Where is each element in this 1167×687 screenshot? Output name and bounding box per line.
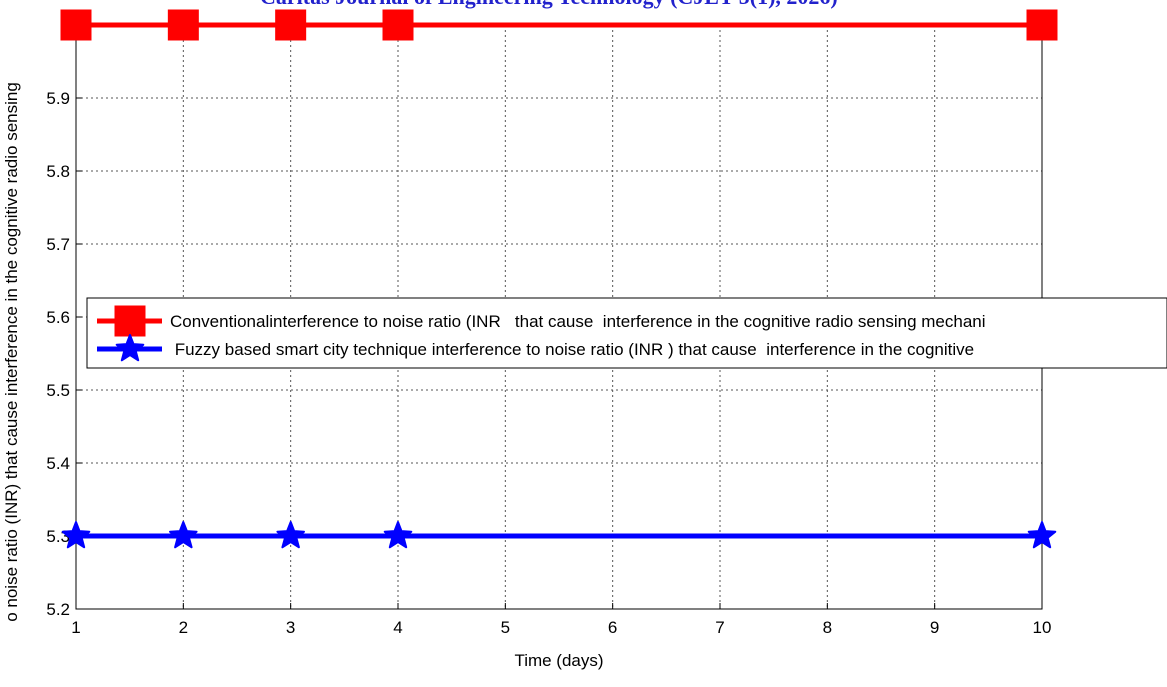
x-axis-label: Time (days) [514,651,603,670]
x-tick-label: 8 [823,618,832,637]
data-point [61,521,91,549]
y-tick-labels: 5.25.35.45.55.65.75.85.96 [46,16,82,619]
y-tick-label: 5.7 [46,235,70,254]
legend-marker [115,334,145,362]
y-tick-label: 5.6 [46,308,70,327]
series-1 [60,9,1058,41]
x-tick-label: 1 [71,618,80,637]
series-2 [61,521,1057,549]
y-tick-label: 5.5 [46,381,70,400]
x-tick-label: 2 [179,618,188,637]
legend-label: Conventionalinterference to noise ratio … [170,312,986,331]
data-point [169,521,198,549]
data-point [1026,9,1058,41]
y-tick-label: 5.2 [46,600,70,619]
journal-header-text: Caritas Journal of Engineering Technolog… [260,0,838,10]
x-tick-label: 4 [393,618,402,637]
data-point [276,521,305,549]
data-point [383,521,413,549]
legend-box [86,297,1167,369]
journal-header: Caritas Journal of Engineering Technolog… [0,0,1167,12]
y-tick-label: 5.4 [46,454,70,473]
x-tick-label: 3 [286,618,295,637]
series-group [60,9,1058,549]
x-tick-label: 10 [1033,618,1052,637]
data-point [1027,521,1057,549]
legend-label: Fuzzy based smart city technique interfe… [170,340,974,359]
x-tick-label: 7 [715,618,724,637]
data-point [382,9,414,41]
data-point [167,9,199,41]
legend: Conventionalinterference to noise ratio … [86,297,1167,369]
data-point [275,9,307,41]
y-axis-label: o noise ratio (INR) that cause interfere… [2,82,21,622]
data-point [60,9,92,41]
y-tick-label: 5.3 [46,527,70,546]
y-tick-label: 5.8 [46,162,70,181]
legend-marker [114,305,146,337]
y-tick-label: 5.9 [46,89,70,108]
x-tick-labels: 1 2 3 4 5 6 7 8 9 10 [71,603,1051,637]
x-tick-label: 6 [608,618,617,637]
x-tick-label: 5 [501,618,510,637]
x-tick-label: 9 [930,618,939,637]
